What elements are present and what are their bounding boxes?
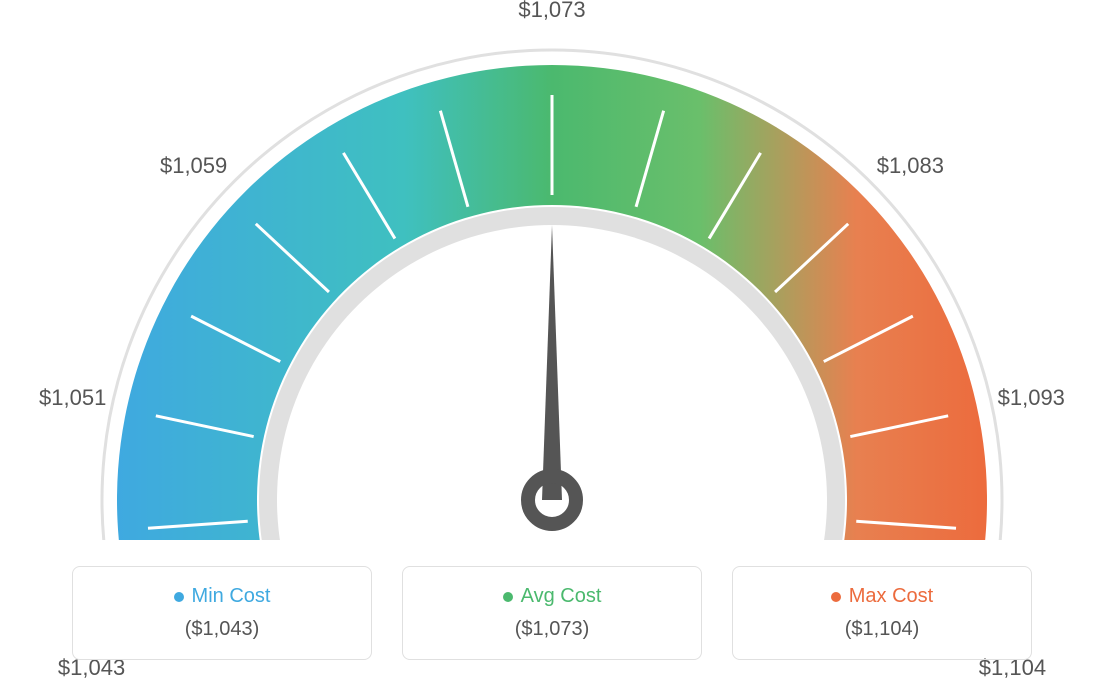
- gauge-tick-label: $1,093: [998, 385, 1065, 411]
- legend-title-avg: Avg Cost: [503, 585, 602, 608]
- legend-label: Avg Cost: [521, 585, 602, 608]
- gauge-tick-label: $1,073: [518, 0, 585, 23]
- legend-row: Min Cost ($1,043) Avg Cost ($1,073) Max …: [0, 566, 1104, 660]
- legend-value-max: ($1,104): [753, 618, 1011, 641]
- legend-label: Max Cost: [849, 585, 933, 608]
- legend-title-min: Min Cost: [174, 585, 271, 608]
- gauge-tick-label: $1,083: [877, 153, 944, 179]
- gauge-tick-label: $1,059: [160, 153, 227, 179]
- gauge-svg: [0, 0, 1104, 540]
- legend-card-avg: Avg Cost ($1,073): [402, 566, 702, 660]
- legend-value-avg: ($1,073): [423, 618, 681, 641]
- legend-title-max: Max Cost: [831, 585, 933, 608]
- legend-label: Min Cost: [192, 585, 271, 608]
- legend-card-max: Max Cost ($1,104): [732, 566, 1032, 660]
- gauge-needle: [542, 225, 562, 500]
- dot-icon: [174, 592, 184, 602]
- dot-icon: [831, 592, 841, 602]
- dot-icon: [503, 592, 513, 602]
- gauge-tick-label: $1,051: [39, 385, 106, 411]
- legend-value-min: ($1,043): [93, 618, 351, 641]
- gauge-chart: $1,043$1,051$1,059$1,073$1,083$1,093$1,1…: [0, 0, 1104, 540]
- legend-card-min: Min Cost ($1,043): [72, 566, 372, 660]
